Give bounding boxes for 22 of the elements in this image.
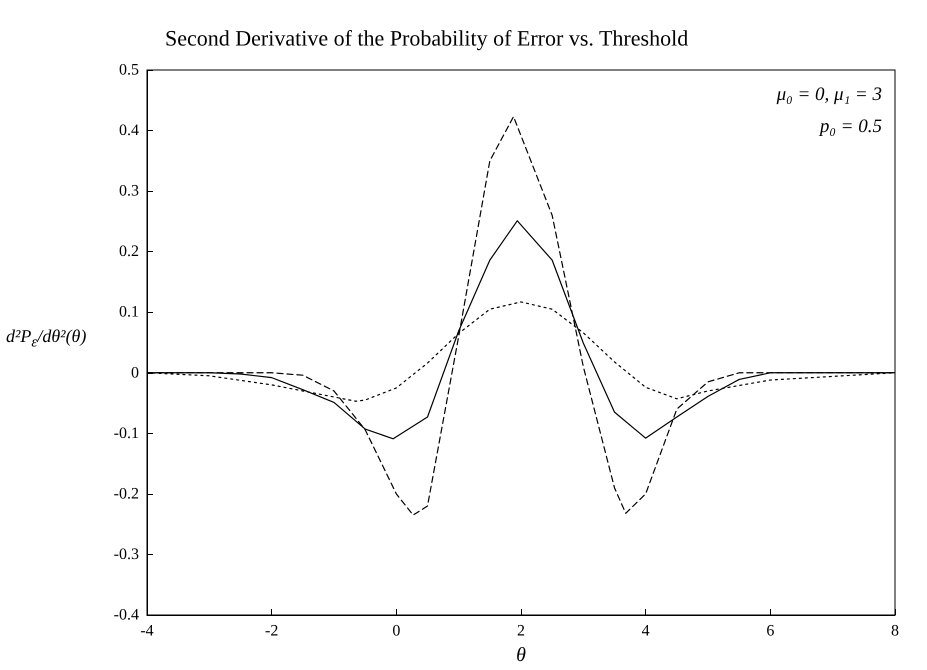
y-tick-label: 0.1 bbox=[119, 304, 139, 321]
x-tick-label: 6 bbox=[766, 622, 774, 640]
y-tick-label: -0.3 bbox=[114, 546, 139, 563]
y-tick-label: -0.1 bbox=[114, 424, 139, 442]
x-tick-label: 0 bbox=[392, 622, 400, 640]
x-tick-label: -4 bbox=[140, 622, 154, 640]
y-tick-label: 0.4 bbox=[119, 122, 139, 140]
annotation: p₀ = 0.5 bbox=[818, 116, 882, 137]
annotation: μ₀ = 0, μ₁ = 3 bbox=[776, 84, 882, 105]
y-tick-label: 0.3 bbox=[119, 182, 139, 200]
y-tick-label: -0.2 bbox=[114, 485, 139, 502]
y-tick-label: -0.4 bbox=[114, 606, 139, 624]
x-tick-label: 2 bbox=[517, 622, 525, 640]
y-tick-label: 0 bbox=[131, 364, 139, 382]
x-tick-label: -2 bbox=[265, 622, 278, 640]
x-axis-title: θ bbox=[516, 644, 526, 666]
chart-title: Second Derivative of the Probability of Error vs. Threshold bbox=[165, 26, 688, 50]
y-tick-label: 0.2 bbox=[119, 243, 139, 260]
x-tick-label: 8 bbox=[891, 622, 899, 640]
x-tick-label: 4 bbox=[642, 622, 650, 640]
y-axis-title: d²P$_{ε}$/dθ²(θ) bbox=[6, 326, 86, 352]
y-tick-label: 0.5 bbox=[119, 62, 139, 78]
